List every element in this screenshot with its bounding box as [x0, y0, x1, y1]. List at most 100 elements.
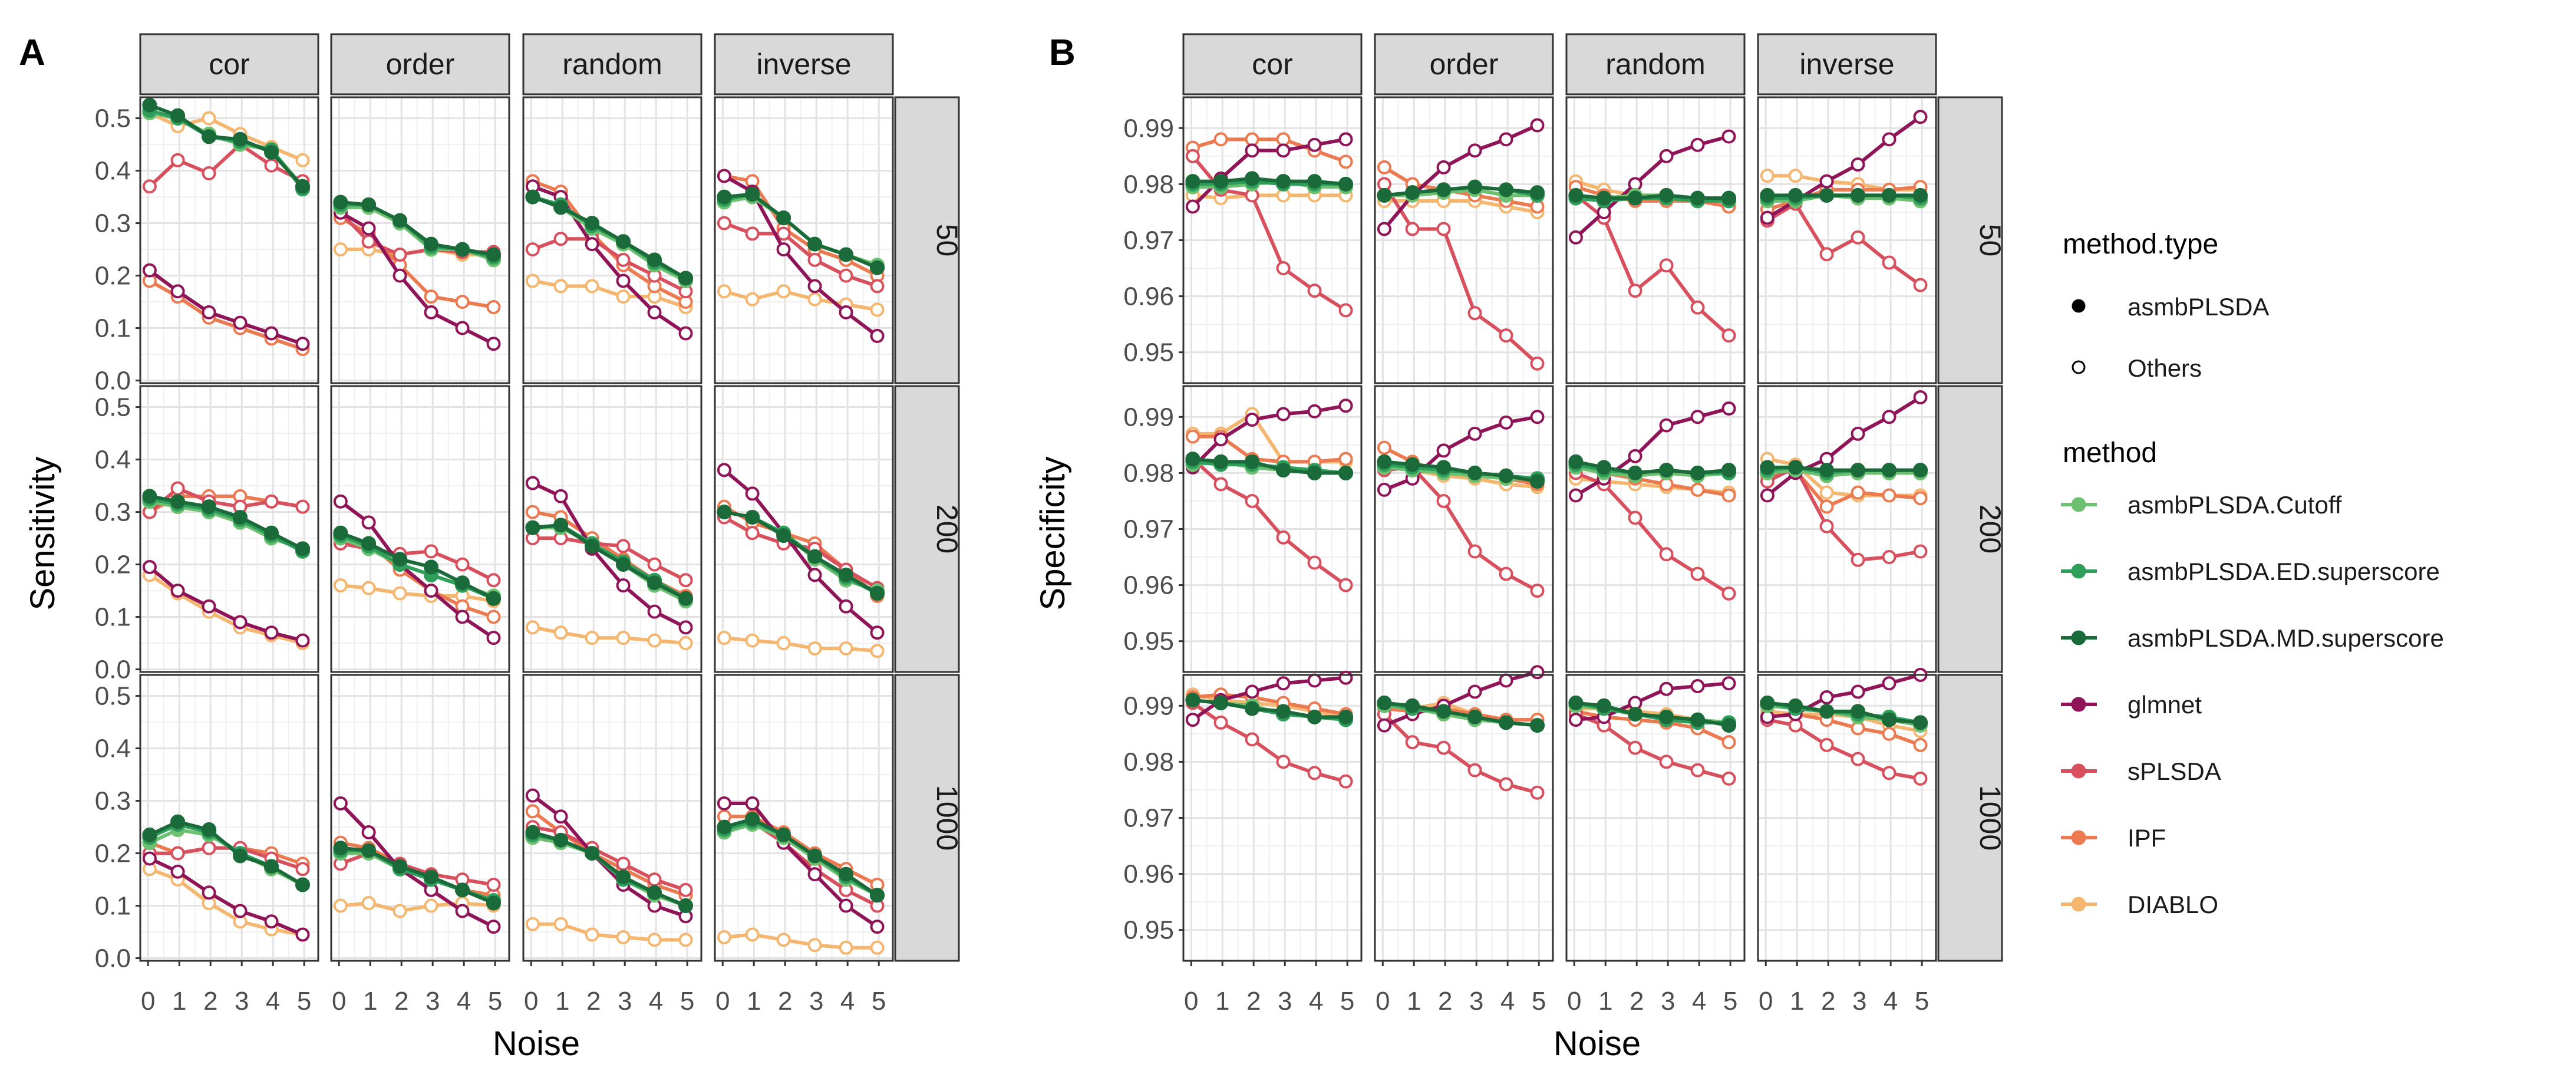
- data-point: [1377, 454, 1392, 469]
- y-tick-label: 0.3: [95, 498, 131, 527]
- data-point: [1276, 754, 1291, 769]
- data-point: [776, 284, 791, 299]
- data-point: [585, 237, 599, 252]
- data-point: [233, 615, 248, 630]
- series-asmbPLSDA.MD.superscore: [1568, 187, 1737, 206]
- series-asmbPLSDA.MD.superscore: [525, 189, 694, 286]
- data-point: [1436, 493, 1451, 508]
- series-asmbPLSDA.MD.superscore: [333, 195, 502, 262]
- data-point: [678, 573, 693, 588]
- data-point: [142, 827, 157, 842]
- data-point: [424, 869, 439, 885]
- x-tick-label: 2: [1821, 987, 1835, 1016]
- data-point: [1530, 584, 1545, 598]
- data-point: [717, 284, 731, 299]
- data-point: [1819, 690, 1834, 705]
- data-point: [1721, 401, 1736, 416]
- y-tick-label: 0.97: [1123, 804, 1174, 833]
- strip-background: [1182, 33, 1363, 95]
- facet-strip-col-cor: cor: [1182, 33, 1363, 95]
- legend-method-sPLSDA: sPLSDA: [2061, 757, 2221, 785]
- y-tick-label: 0.96: [1123, 282, 1174, 311]
- data-point: [1760, 488, 1774, 503]
- data-point: [1185, 199, 1200, 214]
- data-point: [1185, 452, 1200, 467]
- x-tick-label: 1: [555, 987, 569, 1016]
- x-tick-label: 0: [1376, 987, 1390, 1016]
- data-point: [807, 568, 822, 582]
- data-point: [142, 489, 157, 504]
- x-tick-label: 4: [649, 987, 663, 1016]
- data-point: [1245, 413, 1259, 427]
- data-point: [170, 494, 186, 509]
- data-point: [170, 481, 185, 496]
- data-point: [678, 933, 693, 947]
- data-point: [1307, 465, 1322, 480]
- legend-method-DIABLO: DIABLO: [2061, 891, 2218, 918]
- data-point: [170, 864, 185, 879]
- x-tick-label: 5: [680, 987, 694, 1016]
- x-tick-label: 0: [1567, 987, 1581, 1016]
- data-point: [1377, 222, 1391, 236]
- minor-gridlines: [523, 675, 701, 961]
- data-point: [295, 633, 310, 648]
- series-glmnet: [717, 796, 885, 934]
- series-DIABLO: [717, 631, 885, 658]
- data-point: [333, 242, 348, 257]
- data-point: [202, 885, 216, 900]
- data-point: [202, 305, 216, 319]
- data-point: [647, 933, 662, 947]
- data-point: [1307, 404, 1322, 419]
- data-point: [1882, 726, 1896, 741]
- data-point: [1276, 174, 1291, 189]
- data-point: [1568, 230, 1583, 245]
- data-point: [870, 302, 885, 317]
- data-point: [585, 927, 599, 942]
- data-point: [870, 328, 885, 343]
- facet-border: [139, 385, 319, 673]
- data-point: [1307, 709, 1322, 724]
- data-point: [525, 620, 540, 635]
- data-point: [295, 337, 310, 351]
- data-point: [1377, 160, 1391, 174]
- facet-border: [522, 385, 702, 673]
- data-point: [525, 274, 540, 288]
- facet-background: [331, 675, 509, 961]
- facet-border: [1374, 385, 1554, 673]
- y-tick-label: 0.1: [95, 603, 131, 632]
- data-point: [1690, 300, 1705, 315]
- data-point: [717, 796, 731, 811]
- x-tick-label: 0: [524, 987, 538, 1016]
- data-point: [647, 305, 662, 319]
- series-glmnet: [333, 796, 501, 934]
- facet-order-50: [1374, 96, 1554, 384]
- data-point: [647, 604, 662, 619]
- data-point: [1276, 143, 1291, 158]
- facet-border: [1374, 674, 1554, 962]
- data-point: [1721, 463, 1737, 478]
- series-DIABLO: [717, 284, 885, 317]
- data-point: [717, 216, 731, 230]
- major-gridlines: [140, 675, 318, 961]
- legend-method-label: glmnet: [2128, 691, 2202, 719]
- data-point: [1530, 118, 1545, 133]
- legend-method-list: asmbPLSDA.Cutoff asmbPLSDA.ED.superscore a…: [2061, 491, 2444, 918]
- data-point: [839, 641, 853, 655]
- facet-border: [1182, 96, 1363, 384]
- data-point: [1467, 544, 1482, 559]
- data-point: [1499, 182, 1514, 197]
- data-point: [717, 189, 732, 205]
- data-point: [1467, 426, 1482, 441]
- data-point: [1568, 187, 1584, 203]
- data-point: [1659, 258, 1674, 273]
- data-point: [1245, 171, 1260, 186]
- data-point: [1245, 132, 1259, 147]
- x-tick-label: 0: [1184, 987, 1198, 1016]
- x-tick-label: 2: [586, 987, 601, 1016]
- facet-inverse-1000: [1757, 668, 1937, 962]
- data-point: [170, 584, 185, 598]
- data-point: [1377, 696, 1392, 711]
- facet-order-1000: [330, 674, 510, 962]
